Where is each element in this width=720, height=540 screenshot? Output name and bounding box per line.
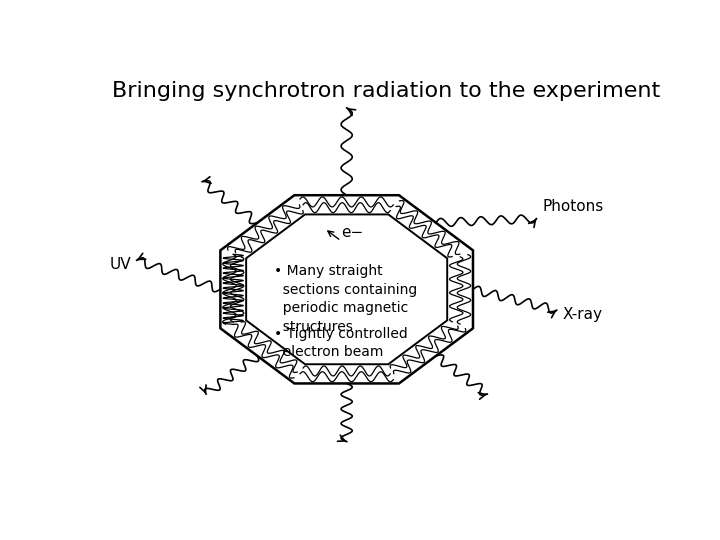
- Text: Bringing synchrotron radiation to the experiment: Bringing synchrotron radiation to the ex…: [112, 82, 660, 102]
- Text: Photons: Photons: [542, 199, 603, 214]
- Text: • Tightly controlled
  electron beam: • Tightly controlled electron beam: [274, 327, 408, 359]
- Text: e−: e−: [341, 225, 364, 240]
- Text: • Many straight
  sections containing
  periodic magnetic
  structures: • Many straight sections containing peri…: [274, 265, 418, 334]
- Text: X-ray: X-ray: [562, 307, 602, 322]
- Text: UV: UV: [109, 257, 131, 272]
